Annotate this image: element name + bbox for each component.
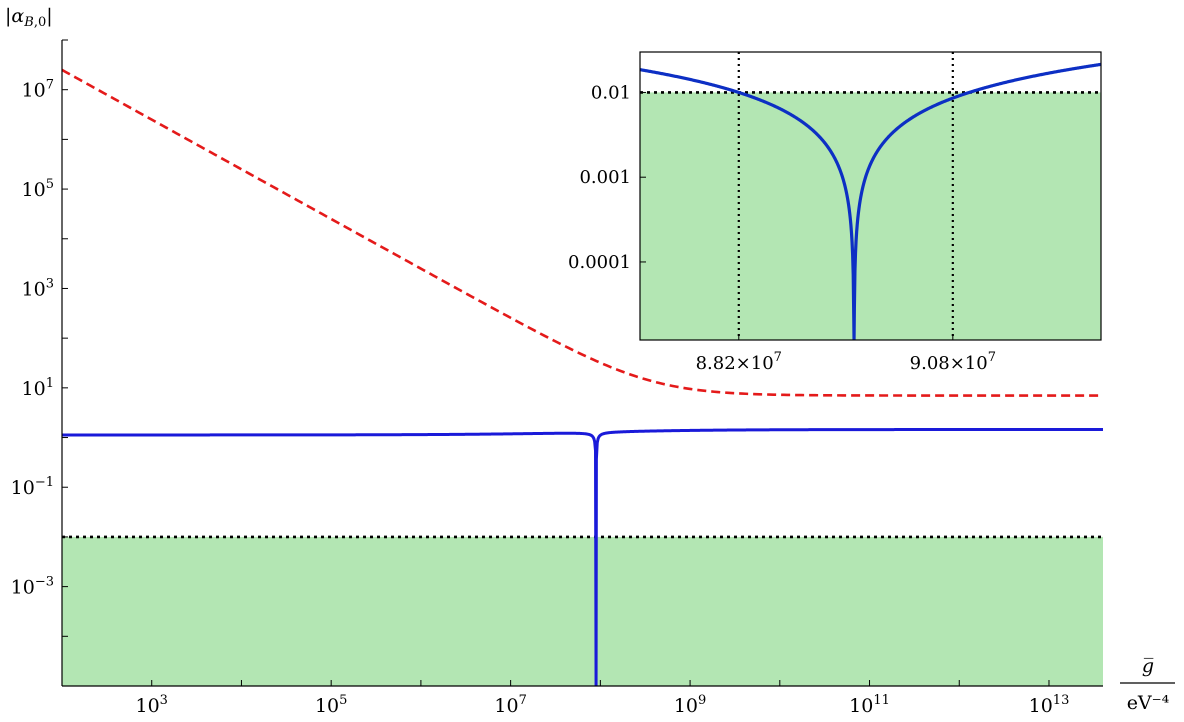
x-tick-label: 1011 xyxy=(849,693,890,717)
y-tick-label: 101 xyxy=(22,376,54,400)
x-axis-label: g̅ eV⁻⁴ xyxy=(1120,655,1175,714)
inset-y-tick-label: 0.0001 xyxy=(568,252,631,273)
inset-y-ticks: 0.01 0.001 0.0001 xyxy=(568,82,646,273)
inset-x-tick-label: 9.08×107 xyxy=(910,350,996,374)
y-tick-label: 107 xyxy=(22,78,54,102)
shaded-region xyxy=(62,536,1103,686)
y-tick-label: 105 xyxy=(22,177,54,201)
y-tick-label: 103 xyxy=(22,276,54,300)
y-tick-label: 10−1 xyxy=(11,475,54,499)
x-tick-label: 1013 xyxy=(1029,693,1070,717)
inset-y-tick-label: 0.01 xyxy=(591,82,631,103)
y-ticks: 107 105 103 101 10−1 10−3 xyxy=(11,39,68,687)
shaded-rect xyxy=(62,536,1103,686)
inset-blue-line xyxy=(639,62,1102,341)
inset-x-ticks: 8.82×107 9.08×107 xyxy=(696,334,996,374)
y-tick-label: 10−3 xyxy=(11,575,54,599)
inset-chart: 8.82×107 9.08×107 0.01 0.001 0.0001 xyxy=(568,51,1102,374)
x-tick-label: 103 xyxy=(135,693,167,717)
inset-x-tick-label: 8.82×107 xyxy=(696,350,782,374)
x-axis-label-denominator: eV⁻⁴ xyxy=(1127,692,1170,714)
inset-shaded-rect xyxy=(640,92,1101,340)
blue-solid-series xyxy=(62,428,1103,687)
x-tick-label: 105 xyxy=(315,693,347,717)
y-axis-label: |αB,0| xyxy=(5,5,53,30)
x-tick-label: 107 xyxy=(494,693,526,717)
red-dashed-line xyxy=(61,68,1103,397)
x-ticks: 103 105 107 109 1011 1013 xyxy=(61,680,1070,717)
inset-blue-series xyxy=(639,62,1102,341)
axes xyxy=(61,40,1103,687)
inset-vertical-markers xyxy=(737,52,954,340)
inset-frame xyxy=(639,51,1102,341)
inset-y-tick-label: 0.001 xyxy=(579,167,631,188)
x-axis-label-numerator: g̅ xyxy=(1142,655,1154,677)
red-dashed-series xyxy=(61,68,1103,397)
blue-solid-line xyxy=(62,428,1103,687)
inset-shaded-region xyxy=(640,92,1101,340)
x-tick-label: 109 xyxy=(674,693,706,717)
